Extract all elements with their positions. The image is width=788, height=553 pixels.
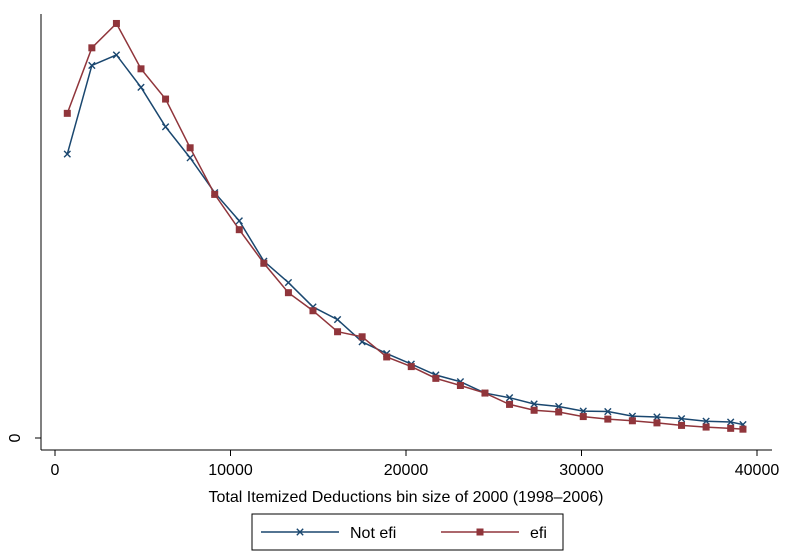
series-efi	[63, 19, 747, 433]
legend-item-not-efi: Not efi	[261, 525, 396, 542]
point-not-efi-11	[333, 315, 342, 324]
point-not-efi-9	[284, 278, 293, 287]
legend-marker-efi	[476, 528, 484, 536]
point-efi-16	[456, 382, 464, 389]
point-efi-6	[211, 190, 219, 198]
point-efi-19	[530, 406, 538, 414]
point-not-efi-25	[677, 414, 686, 423]
series-line-efi	[66, 22, 744, 430]
point-not-efi-27	[726, 418, 735, 426]
point-efi-27	[727, 424, 735, 432]
legend-label-not-efi: Not efi	[350, 525, 396, 542]
point-not-efi-0	[63, 150, 71, 158]
point-efi-9	[284, 289, 292, 297]
x-axis-ticks: 0 10000 20000 30000 40000	[51, 450, 780, 479]
x-tick-label-30000: 30000	[559, 462, 604, 479]
point-efi-24	[653, 419, 661, 427]
legend-marker-not-efi	[296, 528, 304, 536]
x-axis-title: Total Itemized Deductions bin size of 20…	[209, 489, 604, 506]
point-not-efi-2	[112, 51, 121, 59]
legend: Not efi efi	[251, 513, 564, 551]
point-efi-25	[678, 421, 686, 429]
y-axis-ticks: 0	[7, 433, 41, 442]
point-efi-3	[137, 65, 145, 73]
point-efi-10	[309, 307, 317, 315]
point-not-efi-18	[505, 393, 514, 402]
point-efi-23	[628, 417, 636, 425]
point-efi-13	[383, 353, 391, 361]
point-efi-15	[432, 374, 440, 382]
series-line-not-efi	[66, 54, 744, 426]
point-not-efi-5	[186, 154, 194, 162]
series-not-efi	[63, 51, 747, 429]
series-layer	[63, 19, 747, 433]
point-not-efi-26	[702, 417, 710, 425]
x-tick-label-0: 0	[51, 462, 60, 479]
point-efi-17	[481, 389, 489, 397]
point-not-efi-7	[235, 217, 243, 225]
legend-label-efi: efi	[530, 525, 547, 542]
point-efi-22	[604, 415, 612, 423]
legend-item-efi: efi	[441, 525, 547, 542]
point-efi-8	[260, 259, 268, 267]
point-not-efi-1	[88, 61, 96, 70]
point-efi-7	[235, 226, 243, 234]
point-not-efi-22	[604, 407, 612, 416]
x-tick-label-40000: 40000	[735, 462, 780, 479]
point-efi-4	[162, 95, 170, 103]
point-not-efi-24	[653, 413, 661, 421]
point-efi-0	[63, 109, 71, 117]
point-efi-14	[407, 363, 415, 371]
point-efi-28	[739, 425, 747, 433]
point-not-efi-19	[530, 400, 538, 408]
point-efi-12	[358, 333, 366, 341]
point-not-efi-3	[137, 83, 145, 91]
point-efi-20	[555, 408, 563, 416]
plot-frame	[40, 14, 772, 451]
point-efi-2	[112, 19, 120, 27]
point-efi-11	[334, 328, 342, 336]
point-efi-5	[186, 144, 194, 152]
x-tick-label-10000: 10000	[208, 462, 253, 479]
point-efi-26	[702, 423, 710, 431]
point-efi-1	[88, 44, 96, 52]
x-tick-label-20000: 20000	[384, 462, 429, 479]
point-efi-18	[506, 400, 514, 408]
point-efi-21	[579, 413, 587, 421]
y-tick-label-0: 0	[7, 433, 24, 442]
point-not-efi-4	[161, 123, 170, 131]
